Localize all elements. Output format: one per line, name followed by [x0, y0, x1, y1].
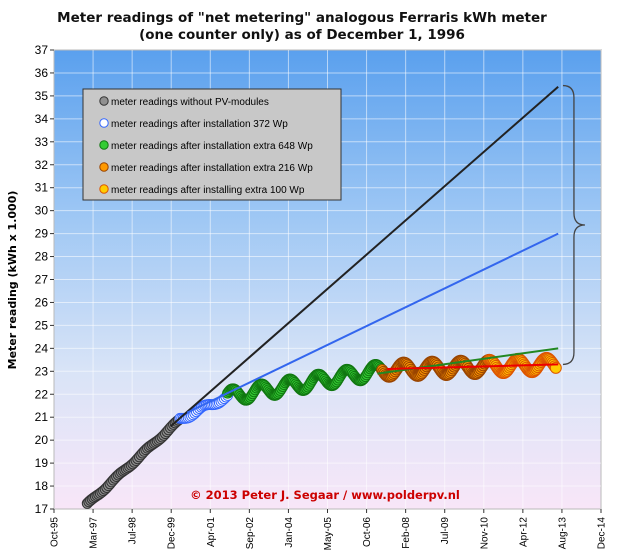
- tick-label-y: 24: [35, 341, 49, 355]
- tick-label-x: Oct-95: [50, 517, 61, 547]
- tick-label-x: Jan-04: [284, 517, 295, 548]
- tick-label-x: Dec-99: [167, 517, 178, 550]
- series-3: [222, 359, 388, 406]
- tick-label-x: May-05: [323, 517, 334, 551]
- copyright-annotation: © 2013 Peter J. Segaar / www.polderpv.nl: [190, 488, 460, 502]
- y-axis: 17 18 19 20 21 22 23 24 25 26 27 28 29 30 31 32 33 34 35 36…: [35, 43, 54, 516]
- tick-label-y: 33: [35, 135, 49, 149]
- tick-label-y: 19: [35, 456, 49, 470]
- legend-label: meter readings after installation extra …: [111, 163, 313, 174]
- tick-label-x: Apr-12: [518, 517, 529, 547]
- legend-label: meter readings after installation extra …: [111, 141, 313, 152]
- legend: meter readings without PV-modules meter r…: [82, 88, 342, 201]
- tick-label-y: 22: [35, 387, 49, 401]
- tick-label-y: 26: [35, 295, 49, 309]
- tick-label-x: Feb-08: [401, 517, 412, 549]
- trend-lines: [169, 85, 559, 428]
- tick-label-x: Oct-06: [362, 517, 373, 547]
- tick-label-y: 27: [35, 273, 49, 287]
- tick-label-x: Mar-97: [89, 517, 100, 549]
- legend-marker: [99, 118, 109, 128]
- tick-label-y: 30: [35, 204, 49, 218]
- legend-label: meter readings without PV-modules: [111, 97, 269, 108]
- legend-marker: [99, 96, 109, 106]
- legend-marker: [99, 184, 109, 194]
- tick-label-y: 18: [35, 479, 49, 493]
- x-axis: Oct-95 Mar-97 Jul-98 Dec-99 Apr-01 Sep-02 Jan-…: [50, 509, 608, 550]
- tick-label-y: 36: [35, 66, 49, 80]
- tick-label-x: Dec-14: [597, 517, 608, 550]
- trend-line: [186, 232, 559, 414]
- tick-label-y: 35: [35, 89, 49, 103]
- tick-label-x: Sep-02: [245, 517, 256, 550]
- chart-title: Meter readings of "net metering" analogo…: [57, 10, 547, 43]
- tick-label-y: 34: [35, 112, 49, 126]
- y-axis-label: Meter reading (kWh x 1.000): [6, 191, 19, 370]
- legend-box: [82, 88, 342, 201]
- tick-label-x: Apr-01: [206, 517, 217, 547]
- title-line-1: Meter readings of "net metering" analogo…: [57, 10, 547, 26]
- tick-label-x: Aug-13: [557, 517, 568, 550]
- trend-line: [169, 85, 559, 428]
- legend-label: meter readings after installing extra 10…: [111, 185, 305, 196]
- tick-label-y: 31: [35, 181, 49, 195]
- tick-label-y: 20: [35, 433, 49, 447]
- legend-marker: [99, 162, 109, 172]
- tick-label-y: 23: [35, 364, 49, 378]
- tick-label-y: 29: [35, 227, 49, 241]
- legend-label: meter readings after installation 372 Wp: [111, 119, 288, 130]
- tick-label-y: 21: [35, 410, 49, 424]
- tick-label-x: Nov-10: [479, 517, 490, 550]
- trend-line: [386, 363, 559, 371]
- title-line-2: (one counter only) as of December 1, 199…: [139, 27, 465, 43]
- legend-items: meter readings without PV-modules meter r…: [99, 96, 313, 196]
- tick-label-y: 17: [35, 502, 49, 516]
- tick-label-y: 32: [35, 158, 49, 172]
- tick-label-x: Jul-09: [440, 517, 451, 545]
- legend-marker: [99, 140, 109, 150]
- tick-label-y: 25: [35, 318, 49, 332]
- tick-label-y: 37: [35, 43, 49, 57]
- tick-label-y: 28: [35, 250, 49, 264]
- tick-label-x: Jul-98: [128, 517, 139, 545]
